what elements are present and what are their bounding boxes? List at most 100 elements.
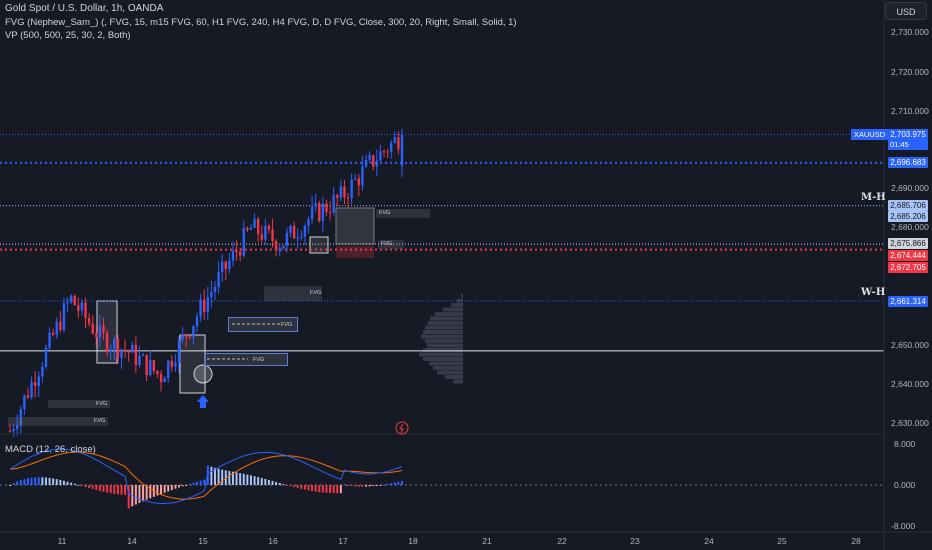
bullish-candle [66, 301, 69, 304]
volume-profile-bar [423, 330, 463, 334]
time-axis-label: 15 [198, 536, 208, 546]
macd-histogram-bar [379, 485, 382, 486]
alert-icon [395, 421, 409, 435]
macd-histogram-bar [386, 483, 389, 485]
macd-histogram-bar [174, 485, 177, 489]
bearish-candle [325, 203, 328, 212]
bearish-candle [267, 225, 271, 230]
bullish-candle [131, 344, 134, 353]
bearish-candle [159, 373, 163, 383]
macd-axis-label: -8.000 [891, 521, 916, 531]
macd-histogram-bar [181, 485, 184, 487]
bullish-candle [195, 316, 199, 326]
bearish-candle [336, 195, 339, 198]
macd-histogram-bar [44, 477, 47, 485]
bullish-candle [220, 261, 224, 273]
volume-profile-bar [451, 303, 463, 307]
macd-histogram-bar [192, 482, 195, 485]
bullish-candle [177, 339, 181, 364]
macd-histogram-bar [185, 485, 188, 486]
bullish-candle [393, 137, 397, 143]
bullish-candle [141, 354, 145, 356]
bullish-candle [361, 166, 364, 186]
macd-histogram-bar [145, 485, 148, 500]
fvg-label: FVG [48, 400, 110, 408]
bearish-candle [33, 381, 37, 386]
bullish-candle [120, 349, 123, 358]
bearish-candle [51, 332, 55, 335]
bearish-candle [343, 186, 346, 198]
time-axis-label: 23 [630, 536, 640, 546]
macd-histogram-bar [77, 484, 80, 486]
macd-histogram-bar [26, 478, 29, 485]
macd-histogram-bar [365, 485, 368, 487]
volume-profile-bar [435, 312, 463, 316]
bullish-candle [23, 395, 26, 410]
bearish-candle [84, 302, 87, 318]
macd-histogram-bar [116, 485, 119, 495]
macd-histogram-bar [311, 485, 314, 492]
price-axis-label: 2,730.000 [891, 27, 929, 37]
bullish-candle [163, 378, 166, 383]
vp-indicator-legend[interactable]: VP (500, 500, 25, 30, 2, Both) [5, 30, 131, 41]
bearish-candle [95, 333, 98, 338]
bullish-candle [339, 186, 343, 198]
candle-timer: 01:45 [888, 140, 928, 150]
macd-histogram-bar [329, 485, 332, 494]
fvg-zone [179, 334, 206, 394]
macd-histogram-bar [267, 479, 270, 485]
macd-histogram-bar [397, 481, 400, 485]
macd-histogram-bar [347, 485, 350, 486]
bearish-candle [91, 323, 94, 334]
bearish-candle [170, 360, 174, 367]
bullish-candle [113, 338, 116, 350]
volume-profile-bar [443, 307, 463, 312]
macd-histogram-bar [48, 477, 51, 485]
bearish-candle [152, 360, 156, 371]
bearish-candle [386, 151, 389, 153]
candlestick-series [8, 128, 404, 437]
macd-histogram-bar [318, 485, 321, 493]
bullish-candle [69, 295, 73, 302]
bullish-candle [55, 321, 58, 335]
bearish-candle [274, 240, 278, 251]
macd-legend[interactable]: MACD (12, 26, close) [5, 444, 96, 455]
macd-histogram-bar [9, 485, 11, 486]
macd-histogram-bar [224, 470, 227, 485]
macd-histogram-bar [271, 480, 274, 485]
macd-histogram-bar [354, 485, 357, 487]
wh-level-label: W-H [861, 287, 886, 298]
macd-histogram-bar [383, 484, 386, 486]
bullish-candle [303, 225, 307, 237]
macd-histogram-bar [199, 480, 202, 485]
macd-histogram-bar [66, 481, 69, 485]
bullish-candle [181, 334, 184, 340]
macd-histogram-bar [88, 485, 91, 489]
time-axis-label: 18 [408, 536, 418, 546]
white-level-tag: 2,675.866 [888, 238, 928, 249]
bullish-candle [310, 206, 314, 220]
bullish-candle [332, 195, 335, 213]
macd-histogram-bar [142, 485, 145, 502]
bullish-candle [149, 360, 152, 376]
fvg-zone [335, 207, 375, 245]
bullish-candle [19, 409, 22, 425]
macd-histogram-bar [109, 485, 112, 494]
bullish-candle [400, 134, 404, 166]
macd-histogram-bar [163, 485, 166, 493]
bearish-candle [260, 234, 263, 240]
bullish-candle [41, 366, 44, 377]
bullish-candle [242, 228, 245, 256]
macd-histogram-bar [106, 485, 109, 493]
bearish-candle [188, 336, 192, 338]
macd-pane [0, 448, 884, 509]
macd-histogram-bar [84, 485, 87, 487]
currency-button[interactable]: USD [885, 2, 927, 20]
macd-histogram-bar [282, 484, 285, 486]
bullish-candle [249, 227, 253, 230]
fvg-indicator-legend[interactable]: FVG (Nephew_Sam_) (, FVG, 15, m15 FVG, 6… [5, 17, 517, 28]
macd-histogram-bar [52, 478, 55, 485]
bullish-candle [217, 272, 220, 288]
bullish-candle [390, 142, 393, 152]
